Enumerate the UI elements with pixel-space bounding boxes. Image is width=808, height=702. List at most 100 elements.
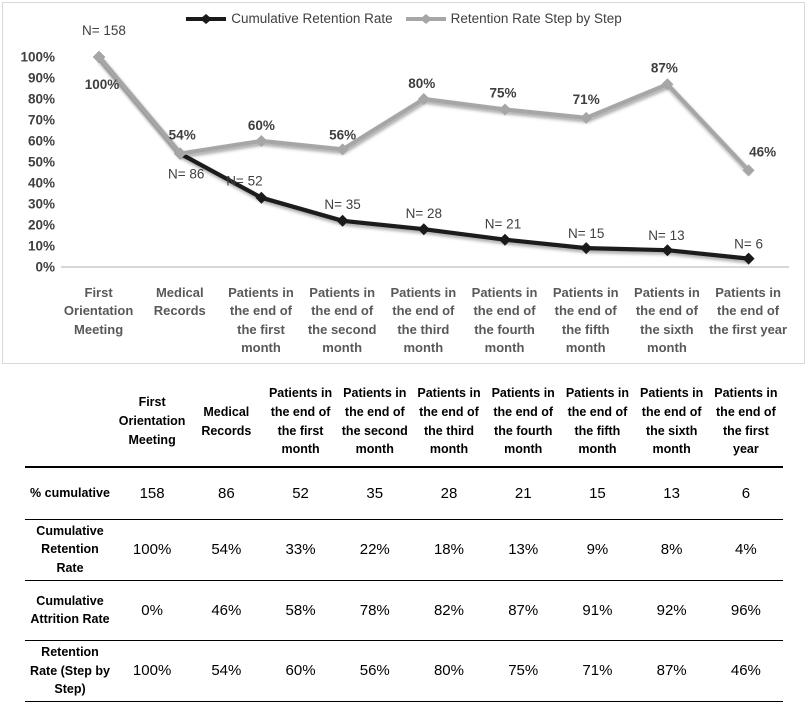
table-cell: 80% [433, 662, 464, 680]
table-row: Retention Rate (Step by Step) 100% 54% 60% 5… [25, 640, 783, 702]
legend-marker-gray-line-icon [405, 13, 446, 24]
x-axis-category-label: Patients in the end of the fifth month [552, 285, 619, 356]
table-cell: 60% [285, 662, 316, 680]
data-point-label: N= 15 [568, 226, 604, 241]
data-point-label: 56% [329, 127, 356, 142]
table-cell: 82% [433, 601, 464, 619]
data-point-label: N= 35 [324, 197, 360, 212]
data-point-label: 75% [489, 86, 516, 101]
table-corner-cell [25, 377, 115, 467]
table-cell: 56% [359, 662, 390, 680]
x-axis-category-label: Patients in the end of the fourth month [471, 285, 538, 356]
data-point-marker [417, 223, 430, 236]
x-axis-category-label: First Orientation Meeting [63, 285, 134, 337]
x-axis-category-label: Patients in the end of the first month [228, 285, 294, 356]
data-point-label: 100% [85, 77, 120, 92]
data-point-marker [661, 244, 674, 257]
data-point-label: N= 86 [168, 167, 204, 182]
table-body: % cumulative 158 86 52 35 28 21 15 13 6 Cumulative… [25, 467, 783, 702]
data-point-label: N= 158 [82, 23, 126, 38]
data-point-marker [255, 135, 268, 147]
table-cell: 75% [508, 662, 539, 680]
table-cell: 87% [656, 662, 687, 680]
x-axis-category-label: Patients in the end of the third month [390, 285, 457, 356]
data-point-marker [174, 147, 187, 160]
data-point-marker [742, 252, 755, 265]
table-row: Cumulative Attrition Rate 0% 46% 58% 78% 82% 8… [25, 580, 783, 641]
y-axis-tick-label: 100% [20, 50, 55, 65]
legend-marker-black-line-icon [186, 13, 227, 24]
table-cell: 46% [730, 662, 761, 680]
table-cell: 78% [359, 601, 390, 619]
line-chart-panel: Cumulative Retention Rate Retention Rate… [2, 2, 805, 364]
data-point-label: 87% [651, 60, 678, 75]
x-axis-labels: First Orientation Meeting Medical Records… [58, 284, 789, 358]
table-header-cell: Patients in the end of the third month [417, 386, 481, 457]
table-cell: 13% [508, 541, 539, 559]
y-axis-tick-label: 50% [28, 155, 55, 170]
table-header-cell: Patients in the end of the first year [714, 386, 778, 457]
table-cell: 71% [582, 662, 613, 680]
table-cell: 35 [366, 484, 384, 502]
table-cell: 15 [589, 484, 606, 502]
table-cell: 86 [217, 484, 235, 502]
table-cell: 100% [132, 541, 172, 559]
y-axis-tick-label: 0% [35, 260, 55, 275]
legend-label: Retention Rate Step by Step [450, 11, 622, 26]
table-header-cell: Patients in the end of the sixth month [640, 386, 704, 457]
table-cell: 54% [211, 662, 242, 680]
legend-item-step-by-step: Retention Rate Step by Step [405, 11, 622, 26]
x-axis-category-label: Medical Records [153, 285, 206, 319]
y-axis-tick-label: 30% [28, 197, 55, 212]
data-point-label: N= 21 [485, 217, 521, 232]
retention-data-table: First Orientation Meeting Medical Records… [25, 377, 783, 702]
table-cell: 28 [440, 484, 458, 502]
data-point-marker [499, 103, 511, 116]
table-cell: 0% [141, 601, 163, 619]
data-point-label: 54% [169, 128, 196, 143]
data-point-marker [580, 242, 593, 255]
data-point-marker [742, 164, 755, 177]
table-row-label: Cumulative Attrition Rate [30, 593, 110, 627]
table-row: % cumulative 158 86 52 35 28 21 15 13 6 [25, 467, 783, 519]
table-cell: 52 [292, 484, 309, 502]
data-point-marker [661, 78, 674, 91]
table-cell: 87% [508, 601, 539, 619]
table-cell: 92% [656, 601, 687, 619]
table-header-cell: Patients in the end of the fourth month [491, 386, 555, 457]
data-point-label: 80% [408, 76, 435, 91]
data-point-marker [499, 233, 511, 246]
table-row-label: Retention Rate (Step by Step) [30, 644, 110, 697]
table-row-label: % cumulative [30, 485, 110, 500]
table-cell: 13 [663, 484, 680, 502]
data-point-label: N= 52 [226, 174, 262, 189]
y-axis-tick-label: 80% [28, 92, 55, 107]
data-point-marker [255, 191, 268, 204]
table-cell: 8% [660, 541, 683, 559]
table-header-cell: Patients in the end of the fifth month [565, 386, 630, 457]
data-point-label: 71% [573, 92, 600, 107]
table-cell: 158 [139, 484, 165, 502]
data-point-label: 46% [749, 144, 776, 159]
table-cell: 6 [741, 484, 751, 502]
table-header: First Orientation Meeting Medical Records… [25, 377, 783, 467]
data-point-label: N= 13 [648, 228, 684, 243]
table-header-cell: Patients in the end of the second month [341, 386, 408, 457]
data-point-marker [336, 214, 349, 227]
table-cell: 18% [433, 541, 464, 559]
table-cell: 46% [211, 601, 242, 619]
table-cell: 100% [132, 662, 172, 680]
table-header-row: First Orientation Meeting Medical Records… [25, 377, 783, 467]
chart-plot-area: 0% 10% 20% 30% 40% 50% 60% 70% 80% 90% 100% N= 158 N… [20, 23, 789, 275]
y-axis-tick-label: 90% [28, 71, 55, 86]
y-axis-tick-label: 10% [28, 239, 55, 254]
table-cell: 22% [359, 541, 390, 559]
table-header-cell: Medical Records [201, 404, 252, 438]
legend-item-cumulative-retention: Cumulative Retention Rate [185, 11, 393, 26]
chart-legend: Cumulative Retention Rate Retention Rate… [3, 11, 804, 26]
y-axis-tick-label: 40% [28, 176, 55, 191]
table-header-cell: Patients in the end of the first month [268, 386, 333, 457]
x-axis-category-label: Patients in the end of the second month [307, 285, 377, 356]
table-header-cell: First Orientation Meeting [118, 395, 186, 447]
data-point-marker [93, 51, 105, 63]
